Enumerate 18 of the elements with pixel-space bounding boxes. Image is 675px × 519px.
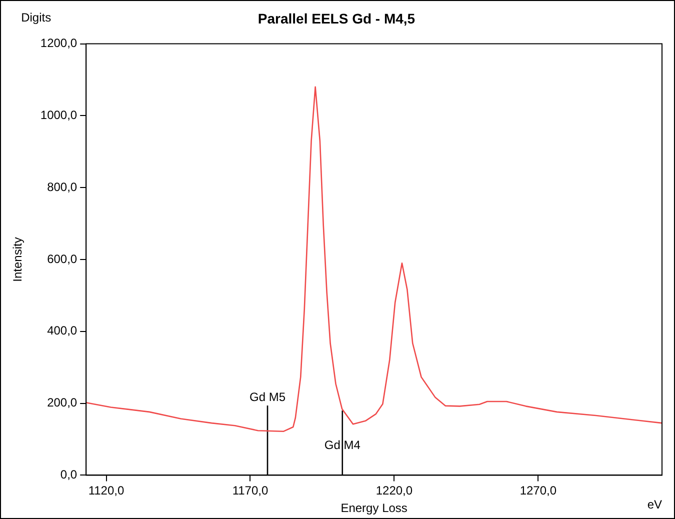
- chart-title: Parallel EELS Gd - M4,5: [258, 10, 416, 26]
- y-tick-label: 1000,0: [40, 108, 78, 122]
- text: eV: [647, 498, 662, 512]
- y-tick-label: 0,0: [60, 468, 78, 482]
- y-tick-label: 400,0: [47, 324, 78, 338]
- y-tick-label: 200,0: [47, 396, 78, 410]
- y-tick-label: 600,0: [47, 252, 78, 266]
- x-tick-label: 1270,0: [520, 484, 557, 498]
- x-tick-label: 1170,0: [232, 484, 268, 498]
- x-tick-label: 1120,0: [88, 484, 124, 498]
- y-tick-label: 1200,0: [40, 36, 78, 50]
- annotation: Gd M4: [324, 438, 361, 452]
- annotation: Gd M5: [250, 390, 286, 404]
- y-axis-title: Intensity: [10, 237, 25, 282]
- x-tick-label: 1220,0: [376, 484, 413, 498]
- text: Digits: [21, 10, 52, 24]
- y-tick-label: 800,0: [47, 180, 78, 194]
- x-axis-title: Energy Loss: [340, 501, 408, 516]
